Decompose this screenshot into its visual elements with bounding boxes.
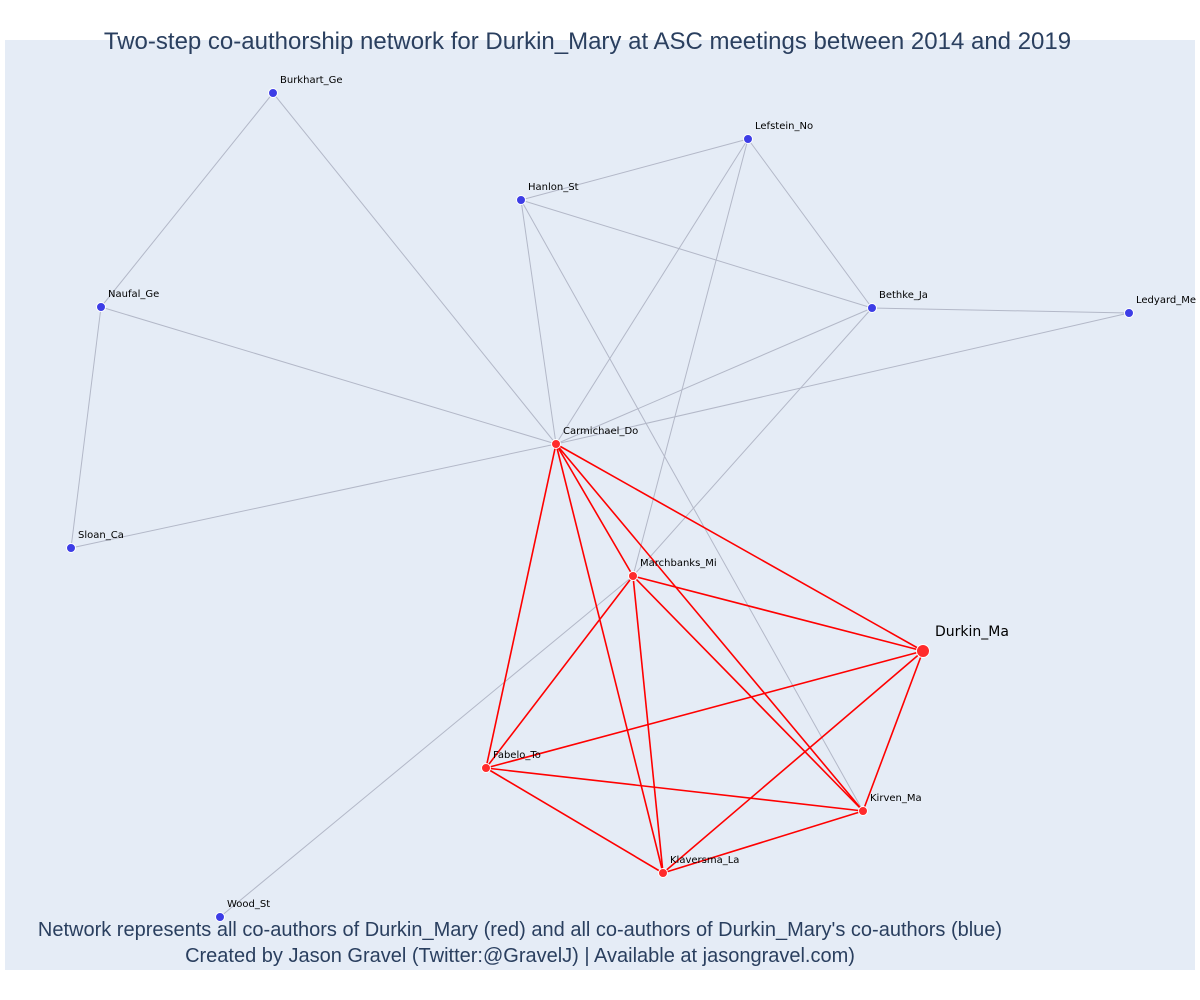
node-Kirven_Ma[interactable] [858, 806, 868, 816]
node-label-Sloan_Ca: Sloan_Ca [78, 530, 124, 541]
edge-Durkin_Ma-Kirven_Ma [862, 650, 924, 812]
edge-Hanlon_St-Kirven_Ma [520, 199, 864, 812]
edge-Carmichael_Do-Durkin_Ma [555, 443, 924, 652]
node-Lefstein_No[interactable] [743, 134, 753, 144]
plot-background [5, 40, 1195, 970]
node-Bethke_Ja[interactable] [867, 303, 877, 313]
node-label-Ledyard_Me: Ledyard_Me [1136, 295, 1196, 306]
node-Ledyard_Me[interactable] [1124, 308, 1134, 318]
node-Marchbanks_Mi[interactable] [628, 571, 638, 581]
edge-Marchbanks_Mi-Kirven_Ma [632, 575, 864, 812]
edge-Durkin_Ma-Fabelo_To [485, 650, 924, 769]
coauthor-edges [485, 443, 924, 874]
node-label-Naufal_Ge: Naufal_Ge [108, 289, 159, 300]
node-label-Klaversma_La: Klaversma_La [670, 855, 739, 866]
edge-Ledyard_Me-Carmichael_Do [555, 312, 1130, 445]
node-label-Fabelo_To: Fabelo_To [493, 750, 541, 761]
edge-Burkhart_Ge-Naufal_Ge [100, 92, 274, 308]
node-label-Marchbanks_Mi: Marchbanks_Mi [640, 558, 717, 569]
node-Sloan_Ca[interactable] [66, 543, 76, 553]
edge-Bethke_Ja-Marchbanks_Mi [632, 307, 873, 577]
edge-Bethke_Ja-Ledyard_Me [871, 307, 1130, 314]
edge-Naufal_Ge-Sloan_Ca [70, 306, 102, 549]
edge-Carmichael_Do-Fabelo_To [485, 443, 557, 769]
node-Hanlon_St[interactable] [516, 195, 526, 205]
node-label-Wood_St: Wood_St [227, 899, 270, 910]
edge-Lefstein_No-Marchbanks_Mi [632, 138, 749, 577]
edge-Kirven_Ma-Klaversma_La [662, 810, 864, 874]
edge-Hanlon_St-Lefstein_No [520, 138, 749, 201]
network-title: Two-step co-authorship network for Durki… [103, 28, 1072, 55]
edge-Sloan_Ca-Carmichael_Do [70, 443, 557, 549]
edge-Durkin_Ma-Klaversma_La [662, 650, 924, 874]
node-Carmichael_Do[interactable] [551, 439, 561, 449]
edge-Marchbanks_Mi-Durkin_Ma [632, 575, 924, 652]
edge-Wood_St-Marchbanks_Mi [219, 575, 634, 918]
node-Fabelo_To[interactable] [481, 763, 491, 773]
node-Naufal_Ge[interactable] [96, 302, 106, 312]
edge-Fabelo_To-Klaversma_La [485, 767, 664, 874]
node-label-Carmichael_Do: Carmichael_Do [563, 426, 638, 437]
edge-Carmichael_Do-Kirven_Ma [555, 443, 864, 812]
edge-Hanlon_St-Bethke_Ja [520, 199, 873, 309]
node-Wood_St[interactable] [215, 912, 225, 922]
edge-Hanlon_St-Carmichael_Do [520, 199, 557, 445]
edge-Fabelo_To-Kirven_Ma [485, 767, 864, 812]
node-labels: Burkhart_Ge Lefstein_No Hanlon_St Naufal_Ge… [78, 75, 1196, 910]
edge-Naufal_Ge-Carmichael_Do [100, 306, 557, 445]
node-label-Durkin_Ma: Durkin_Ma [935, 624, 1009, 640]
caption-line-1: Network represents all co-authors of Dur… [37, 919, 1003, 941]
edge-Carmichael_Do-Klaversma_La [555, 443, 664, 874]
node-Durkin_Ma[interactable] [916, 644, 930, 658]
node-Burkhart_Ge[interactable] [268, 88, 278, 98]
second-step-edges [70, 92, 1130, 918]
edge-Carmichael_Do-Marchbanks_Mi [555, 443, 634, 577]
network-nodes [66, 88, 1134, 922]
edge-Lefstein_No-Carmichael_Do [555, 138, 749, 445]
caption-line-2: Created by Jason Gravel (Twitter:@Gravel… [185, 945, 855, 967]
network-caption: Network represents all co-authors of Dur… [0, 917, 1040, 969]
node-label-Hanlon_St: Hanlon_St [528, 182, 579, 193]
node-label-Bethke_Ja: Bethke_Ja [879, 290, 928, 301]
node-label-Lefstein_No: Lefstein_No [755, 121, 813, 132]
node-label-Kirven_Ma: Kirven_Ma [870, 793, 922, 804]
edge-Marchbanks_Mi-Fabelo_To [485, 575, 634, 769]
node-Klaversma_La[interactable] [658, 868, 668, 878]
edge-Bethke_Ja-Carmichael_Do [555, 307, 873, 445]
node-label-Burkhart_Ge: Burkhart_Ge [280, 75, 343, 86]
edge-Burkhart_Ge-Carmichael_Do [272, 92, 557, 445]
edge-Lefstein_No-Bethke_Ja [747, 138, 873, 309]
